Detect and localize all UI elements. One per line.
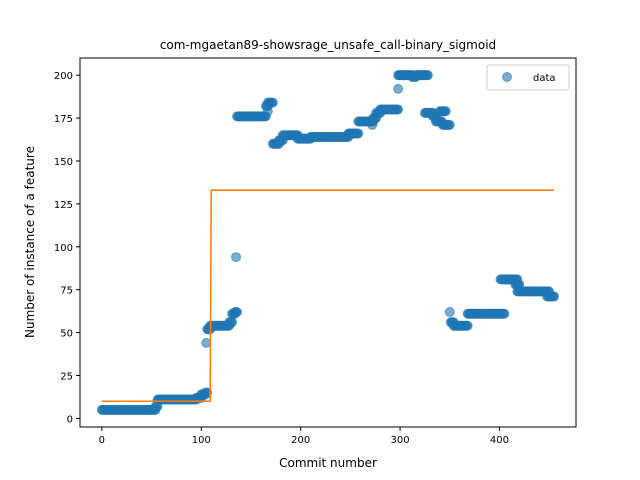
y-tick-label: 25 [60, 372, 73, 383]
x-tick-label: 400 [490, 435, 509, 446]
data-point [422, 70, 433, 81]
data-point [231, 252, 242, 263]
y-tick-label: 75 [60, 286, 73, 297]
y-tick-label: 200 [54, 71, 73, 82]
x-tick-label: 100 [192, 435, 211, 446]
y-tick-label: 0 [67, 414, 73, 425]
fit-line [101, 189, 555, 403]
data-point [462, 320, 473, 331]
y-tick-label: 125 [54, 200, 73, 211]
y-axis: 0 25 50 75 100 125 150 175 200 [54, 71, 80, 425]
legend-label: data [533, 73, 556, 84]
data-point [393, 104, 404, 115]
data-point [440, 106, 451, 117]
data-point [353, 128, 364, 139]
data-point [232, 307, 243, 318]
y-tick-label: 150 [54, 157, 73, 168]
plot-frame [79, 57, 577, 428]
data-point [367, 119, 378, 130]
y-tick-label: 50 [60, 329, 73, 340]
x-axis: 0 100 200 300 400 [99, 427, 509, 446]
legend: data [486, 64, 570, 91]
x-tick-label: 200 [291, 435, 310, 446]
data-point [267, 97, 278, 108]
data-layer [96, 70, 560, 415]
y-tick-label: 100 [54, 243, 73, 254]
data-point [262, 106, 273, 117]
data-point [499, 308, 510, 319]
legend-box [486, 64, 570, 91]
data-point [201, 337, 212, 348]
y-axis-label: Number of instance of a feature [23, 146, 37, 338]
chart-title: com-mgaetan89-showsrage_unsafe_call-bina… [160, 38, 496, 52]
x-axis-label: Commit number [279, 456, 377, 470]
x-tick-label: 300 [391, 435, 410, 446]
data-point [227, 317, 238, 328]
legend-marker [502, 72, 512, 82]
data-point [444, 119, 455, 130]
data-point [393, 83, 404, 94]
data-point [444, 307, 455, 318]
x-tick-label: 0 [99, 435, 105, 446]
y-tick-label: 175 [54, 114, 73, 125]
data-point [549, 291, 560, 302]
